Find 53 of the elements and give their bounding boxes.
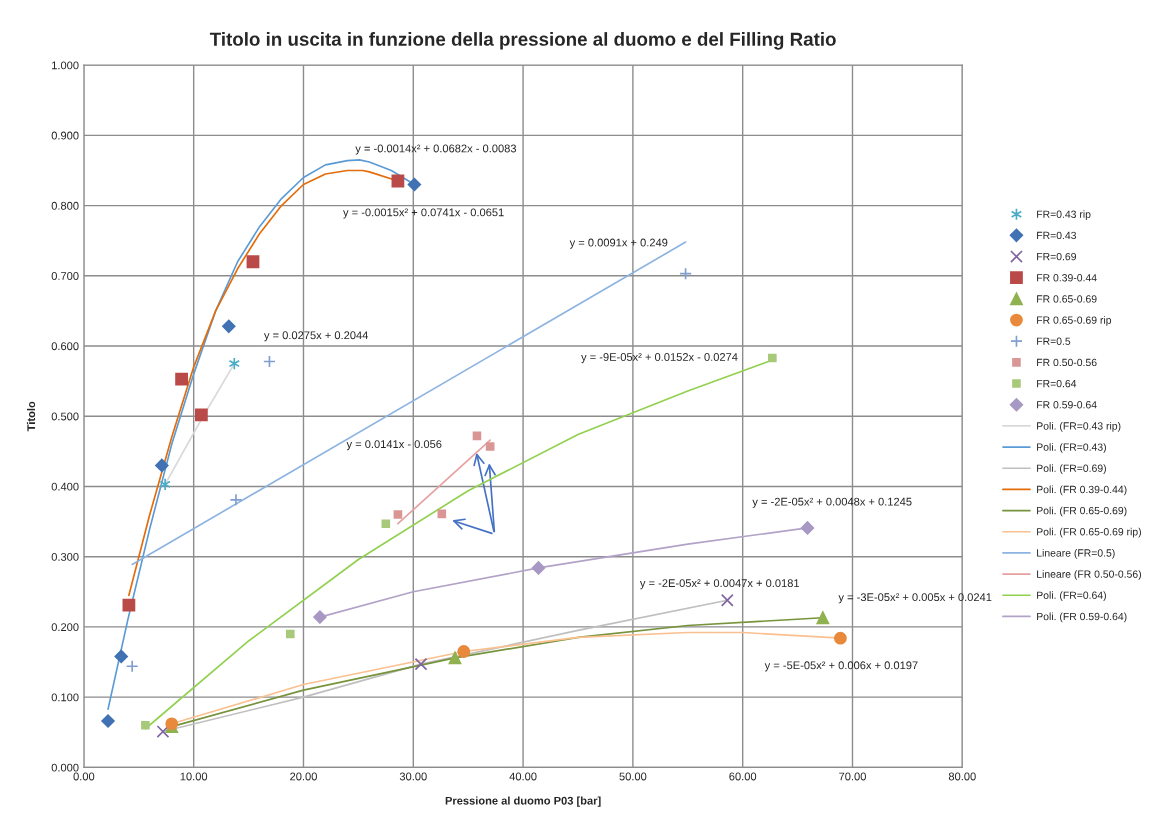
- y-tick-label: 0.100: [51, 693, 79, 702]
- y-tick-label: 0.700: [51, 272, 79, 280]
- y-tick-label: 0.300: [51, 552, 79, 561]
- legend-label: FR 0.59-0.64: [1037, 401, 1097, 409]
- annotation: y = -0.0014x² + 0.0682x - 0.0083: [355, 144, 517, 155]
- x-tick-label: 10.00: [180, 772, 208, 781]
- annotation: y = -5E-05x² + 0.006x + 0.0197: [764, 661, 918, 672]
- x-tick-label: 70.00: [839, 772, 866, 781]
- y-tick-label: 0.500: [51, 412, 79, 421]
- legend-label: Poli. (FR=0.43 rip): [1037, 421, 1121, 432]
- legend-label: FR 0.50-0.56: [1037, 358, 1097, 367]
- annotation: y = -2E-05x² + 0.0047x + 0.0181: [639, 579, 800, 590]
- legend-label: Poli. (FR=0.69): [1037, 464, 1106, 475]
- legend-label: Lineare (FR 0.50-0.56): [1037, 570, 1141, 580]
- y-tick-label: 0.200: [51, 623, 79, 632]
- legend-label: FR=0.43: [1037, 231, 1077, 240]
- legend-label: Poli. (FR 0.65-0.69 rip): [1037, 527, 1141, 538]
- annotation: y = -3E-05x² + 0.005x + 0.0241: [838, 593, 992, 604]
- legend-label: FR 0.65-0.69 rip: [1037, 316, 1112, 326]
- legend-label: FR=0.69: [1037, 252, 1076, 261]
- y-tick-label: 0.600: [51, 342, 79, 351]
- legend-label: Poli. (FR=0.43): [1037, 443, 1106, 453]
- legend-label: Poli. (FR 0.39-0.44): [1037, 485, 1127, 496]
- annotation: y = -9E-05x² + 0.0152x - 0.0274: [581, 353, 738, 364]
- legend-label: Poli. (FR 0.65-0.69): [1037, 506, 1127, 517]
- x-tick-label: 60.00: [729, 772, 757, 781]
- annotation: y = 0.0141x - 0.056: [346, 440, 442, 451]
- annotation: y = -0.0015x² + 0.0741x - 0.0651: [343, 208, 504, 219]
- legend-label: FR 0.65-0.69: [1037, 295, 1097, 303]
- legend-label: Poli. (FR=0.64): [1037, 591, 1106, 602]
- y-tick-label: 0.800: [51, 201, 79, 210]
- legend-label: FR=0.5: [1037, 337, 1071, 345]
- chart-title: Titolo in uscita in funzione della pressione al duomo e del Filling Ratio: [209, 32, 836, 50]
- y-tick-label: 1.000: [52, 61, 79, 70]
- annotation: y = 0.0275x + 0.2044: [263, 331, 369, 342]
- x-tick-label: 0.00: [73, 772, 95, 781]
- y-tick-label: 0.900: [51, 131, 79, 140]
- x-tick-label: 80.00: [948, 772, 976, 781]
- x-tick-label: 50.00: [619, 772, 647, 781]
- y-tick-label: 0.000: [51, 763, 79, 772]
- x-tick-label: 30.00: [399, 772, 427, 781]
- legend-label: Lineare (FR=0.5): [1037, 548, 1115, 559]
- legend-label: FR=0.64: [1037, 379, 1077, 388]
- x-tick-label: 40.00: [509, 772, 537, 781]
- legend-label: Poli. (FR 0.59-0.64): [1037, 612, 1127, 623]
- annotation: y = -2E-05x² + 0.0048x + 0.1245: [752, 497, 912, 508]
- legend-label: FR=0.43 rip: [1037, 210, 1091, 220]
- x-tick-label: 20.00: [290, 772, 317, 781]
- annotation: y = 0.0091x + 0.249: [569, 238, 668, 249]
- x-axis-title: Pressione al duomo P03 [bar]: [445, 796, 601, 807]
- y-axis-title: Titolo: [26, 401, 36, 432]
- y-tick-label: 0.400: [51, 482, 79, 491]
- legend-label: FR 0.39-0.44: [1037, 274, 1097, 282]
